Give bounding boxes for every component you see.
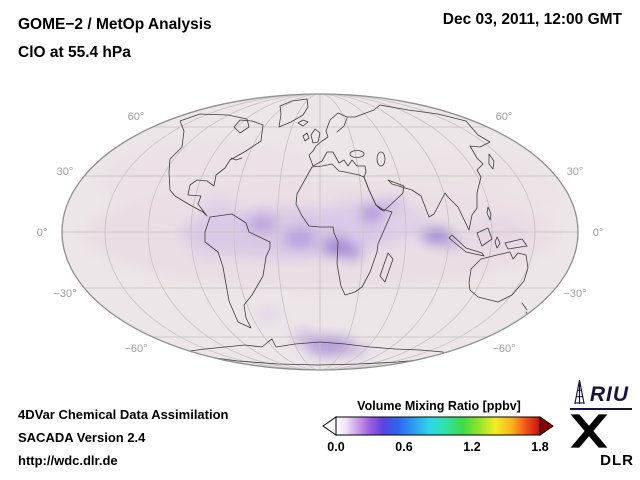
colorbar-body	[335, 416, 541, 436]
coastline-australia	[468, 251, 529, 303]
coastline-south-america	[204, 213, 271, 329]
coastline-united-kingdom	[310, 128, 321, 144]
coastline-japan	[488, 153, 495, 170]
latitude-label: 30°	[57, 166, 74, 178]
coastline-greenland	[278, 98, 309, 128]
coastline-africa	[295, 163, 393, 296]
coastline-north-america	[168, 113, 264, 217]
coastline-antarctica	[189, 338, 447, 366]
colorbar-tick-label: 1.8	[531, 440, 549, 454]
plot-title: GOME−2 / MetOp Analysis	[18, 16, 212, 33]
dlr-emblem-icon	[570, 414, 608, 448]
clo-enhancement-blob	[382, 197, 402, 211]
coastline-philippines	[486, 206, 492, 221]
colorbar-gradient-bar	[322, 416, 554, 436]
coastline-iceland	[297, 119, 309, 127]
coastline-madagascar	[379, 252, 394, 283]
clo-enhancement-blob	[442, 237, 462, 249]
colorbar-left-arrow	[322, 416, 337, 436]
riu-antenna-icon	[574, 379, 585, 405]
coastline-sumatra-java	[448, 234, 485, 257]
riu-logo: RIU	[569, 378, 632, 410]
latitude-label: −60°	[124, 343, 147, 355]
clo-enhancement-blob	[341, 245, 363, 261]
coastline-borneo	[476, 227, 493, 247]
projection-boundary	[61, 93, 579, 371]
colorbar-right-arrow	[539, 416, 554, 436]
coastline-caspian-sea	[376, 151, 386, 167]
riu-logo-text: RIU	[589, 383, 629, 406]
latitude-label: −30°	[563, 288, 586, 300]
coastline-baltic-sea	[336, 117, 348, 133]
coastline-great-lakes	[230, 157, 243, 161]
clo-enhancement-blob	[283, 227, 317, 249]
plot-subtitle: ClO at 55.4 hPa	[18, 44, 131, 61]
coastline-ireland	[302, 132, 310, 142]
plot-datetime: Dec 03, 2011, 12:00 GMT	[442, 11, 622, 28]
clo-enhancement-blob	[468, 218, 528, 252]
latitude-label: −30°	[53, 288, 76, 300]
clo-enhancement-blob	[360, 204, 384, 222]
latitude-label: 60°	[128, 111, 145, 123]
dlr-logo-text: DLR	[600, 452, 634, 469]
latitude-label: 60°	[496, 111, 513, 123]
footer-line-assimilation: 4DVar Chemical Data Assimilation	[18, 407, 229, 422]
latitude-label: 30°	[567, 166, 584, 178]
colorbar-tick-label: 1.2	[463, 440, 481, 454]
colorbar-tick-row: 0.0 0.6 1.2 1.8	[322, 440, 556, 455]
coastlines	[168, 98, 532, 366]
clo-field-layer	[85, 140, 560, 357]
footer-line-url: http://wdc.dlr.de	[18, 453, 118, 468]
colorbar-title: Volume Mixing Ratio [ppbv]	[357, 399, 521, 413]
coastline-sulawesi	[494, 236, 501, 249]
latitude-label: 0°	[37, 227, 48, 239]
latitude-labels: 60° 60° 30° 30° 0° 0° −30° −30° −60° −60°	[37, 111, 604, 355]
clo-enhancement-blob	[191, 242, 223, 262]
latitude-label: −60°	[492, 343, 515, 355]
footer-line-version: SACADA Version 2.4	[18, 430, 146, 445]
latitude-label: 0°	[593, 227, 604, 239]
coastline-black-sea	[349, 150, 365, 158]
colorbar: Volume Mixing Ratio [ppbv] 0.0 0.6 1.2 1.8	[322, 399, 556, 455]
clo-enhancement-blob	[247, 214, 277, 234]
plot-header: GOME−2 / MetOp Analysis ClO at 55.4 hPa	[18, 11, 212, 67]
plot-footer: 4DVar Chemical Data Assimilation SACADA …	[18, 403, 229, 472]
dlr-logo: DLR	[568, 411, 634, 469]
clo-enhancement-blob	[347, 343, 369, 357]
colorbar-tick-label: 0.0	[327, 440, 345, 454]
coastline-new-guinea	[504, 238, 528, 250]
coastline-eurasia	[308, 104, 491, 231]
clo-enhancement-blob	[200, 198, 236, 218]
colorbar-tick-label: 0.6	[395, 440, 413, 454]
clo-enhancement-blob	[254, 306, 282, 324]
